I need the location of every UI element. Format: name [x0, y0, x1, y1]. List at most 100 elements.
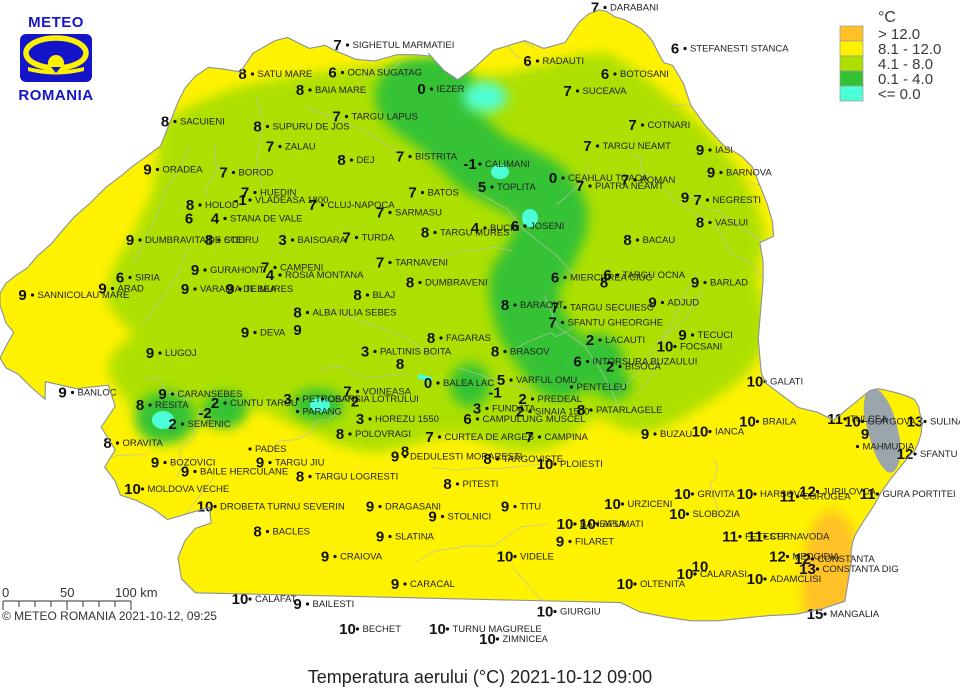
svg-text:ADJUD: ADJUD [668, 298, 700, 309]
svg-text:© METEO ROMANIA 2021-10-12, 09: © METEO ROMANIA 2021-10-12, 09:25 [2, 609, 217, 623]
svg-text:8: 8 [296, 469, 304, 486]
svg-text:-2: -2 [198, 405, 211, 422]
svg-text:METEO: METEO [28, 14, 84, 31]
svg-text:11: 11 [780, 489, 796, 506]
svg-text:ZALAU: ZALAU [285, 142, 316, 153]
svg-text:CARACAL: CARACAL [410, 579, 455, 590]
svg-text:9: 9 [696, 142, 704, 159]
svg-text:ORADEA: ORADEA [163, 165, 204, 176]
svg-text:9: 9 [143, 162, 151, 179]
svg-text:7: 7 [376, 205, 384, 222]
svg-text:8: 8 [696, 215, 704, 232]
svg-text:10: 10 [579, 516, 596, 533]
svg-text:9: 9 [376, 529, 384, 546]
svg-text:7: 7 [342, 230, 350, 247]
svg-text:AFUMATI: AFUMATI [603, 519, 644, 530]
svg-text:10: 10 [537, 456, 554, 473]
svg-text:PITESTI: PITESTI [463, 479, 499, 490]
svg-text:9: 9 [181, 464, 189, 481]
svg-text:9: 9 [707, 165, 715, 182]
svg-text:9: 9 [151, 455, 159, 472]
svg-text:FAGARAS: FAGARAS [446, 333, 491, 344]
svg-text:6: 6 [463, 411, 471, 428]
svg-text:8: 8 [293, 305, 301, 322]
svg-text:9: 9 [861, 426, 869, 443]
svg-text:7: 7 [425, 429, 433, 446]
svg-text:10: 10 [747, 374, 764, 391]
svg-text:TARGU LOGRESTI: TARGU LOGRESTI [315, 472, 398, 483]
svg-text:URZICENI: URZICENI [628, 499, 673, 510]
svg-text:12: 12 [799, 484, 816, 501]
svg-text:TARGU SECUIESC: TARGU SECUIESC [570, 303, 654, 314]
svg-text:BRAILA: BRAILA [763, 417, 797, 428]
svg-text:BOTOSANI: BOTOSANI [620, 69, 669, 80]
svg-text:7: 7 [376, 255, 384, 272]
svg-text:9: 9 [321, 549, 329, 566]
svg-text:-1: -1 [488, 385, 501, 402]
svg-text:STEFANESTI STANCA: STEFANESTI STANCA [690, 44, 789, 55]
svg-text:10: 10 [657, 339, 674, 356]
svg-text:POLOVRAGI: POLOVRAGI [355, 429, 411, 440]
svg-text:8: 8 [501, 297, 509, 314]
svg-text:0: 0 [549, 170, 557, 187]
svg-text:8: 8 [401, 444, 409, 461]
svg-text:BRASOV: BRASOV [510, 347, 550, 358]
svg-text:6: 6 [328, 65, 336, 82]
svg-text:BAIA MARE: BAIA MARE [315, 85, 366, 96]
svg-text:0: 0 [417, 81, 425, 98]
svg-text:7: 7 [396, 149, 404, 166]
svg-text:BACLES: BACLES [273, 527, 311, 538]
svg-text:10: 10 [604, 496, 621, 513]
svg-text:9: 9 [191, 262, 199, 279]
svg-text:9: 9 [366, 499, 374, 516]
svg-text:9: 9 [241, 325, 249, 342]
svg-text:PATARLAGELE: PATARLAGELE [596, 405, 663, 416]
svg-text:LUGOJ: LUGOJ [165, 348, 197, 359]
svg-text:IASI: IASI [715, 145, 733, 156]
svg-text:8: 8 [136, 397, 144, 414]
svg-text:SLATINA: SLATINA [395, 532, 435, 543]
svg-text:100 km: 100 km [115, 585, 158, 600]
svg-text:-1: -1 [463, 156, 476, 173]
svg-text:7: 7 [332, 109, 340, 126]
svg-text:2: 2 [606, 359, 614, 376]
svg-text:10: 10 [737, 486, 754, 503]
svg-text:CERNAVODA: CERNAVODA [770, 532, 830, 543]
svg-text:7: 7 [548, 315, 556, 332]
svg-text:6: 6 [511, 218, 519, 235]
svg-text:BOROD: BOROD [239, 168, 274, 179]
svg-text:3: 3 [356, 411, 364, 428]
svg-text:ROMAN: ROMAN [640, 175, 676, 186]
svg-text:TECUCI: TECUCI [698, 330, 733, 341]
svg-text:8: 8 [406, 275, 414, 292]
svg-text:6: 6 [601, 66, 609, 83]
svg-text:ROSIA MONTANA: ROSIA MONTANA [285, 270, 364, 281]
svg-text:10: 10 [617, 576, 634, 593]
svg-text:10: 10 [692, 424, 709, 441]
svg-text:BUZAU: BUZAU [660, 429, 692, 440]
svg-text:2: 2 [586, 332, 594, 349]
svg-text:8: 8 [427, 330, 435, 347]
svg-text:TARGU LAPUS: TARGU LAPUS [352, 112, 418, 123]
svg-text:6: 6 [116, 270, 124, 287]
svg-text:7: 7 [693, 192, 701, 209]
svg-text:LACAUTI: LACAUTI [605, 335, 645, 346]
svg-text:8: 8 [483, 451, 491, 468]
svg-text:-1: -1 [233, 192, 246, 209]
svg-text:9: 9 [391, 576, 399, 593]
svg-text:0: 0 [424, 375, 432, 392]
svg-text:7: 7 [576, 178, 584, 195]
svg-text:CURTEA DE ARGES: CURTEA DE ARGES [445, 432, 535, 443]
svg-text:CRAIOVA: CRAIOVA [340, 552, 383, 563]
svg-text:NEGRESTI: NEGRESTI [713, 195, 762, 206]
svg-text:BARLAD: BARLAD [710, 278, 748, 289]
svg-text:4: 4 [471, 220, 480, 237]
svg-text:7: 7 [308, 197, 316, 214]
svg-text:10: 10 [537, 604, 554, 621]
svg-text:SFANTU GHEORGHE: SFANTU GHEORGHE [568, 318, 664, 329]
svg-text:SIRIA: SIRIA [135, 273, 160, 284]
svg-text:STOLNICI: STOLNICI [448, 512, 492, 523]
svg-text:CAMPINA: CAMPINA [545, 432, 589, 443]
svg-text:PALTINIS BOITA: PALTINIS BOITA [380, 347, 452, 358]
svg-text:PARANG: PARANG [303, 407, 342, 418]
